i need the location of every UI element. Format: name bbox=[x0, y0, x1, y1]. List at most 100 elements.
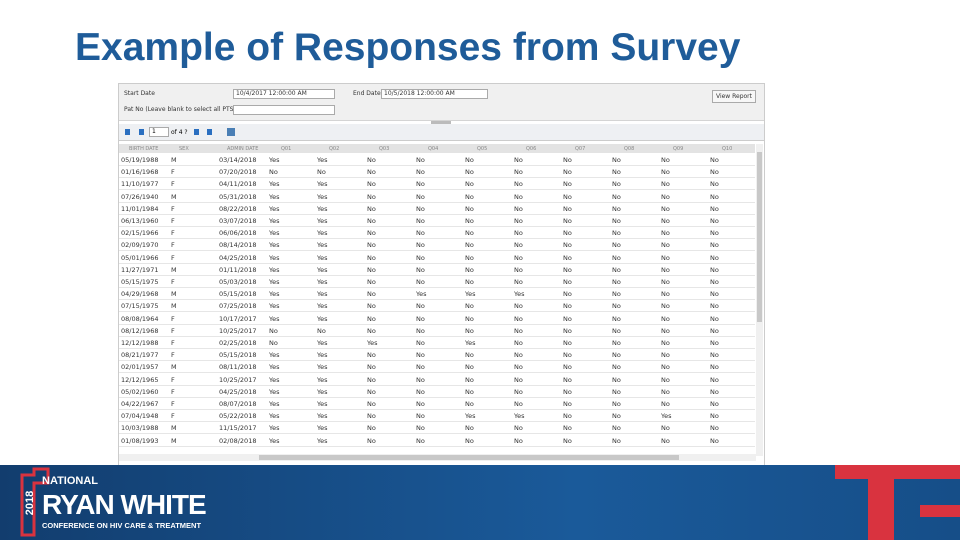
table-cell: No bbox=[661, 241, 670, 250]
row-divider bbox=[119, 299, 755, 301]
next-page-button[interactable] bbox=[194, 129, 199, 135]
table-cell: No bbox=[465, 400, 474, 408]
table-cell: No bbox=[514, 387, 523, 396]
table-cell: No bbox=[612, 424, 621, 433]
table-cell: No bbox=[563, 351, 572, 360]
report-screenshot: Start Date 10/4/2017 12:00:00 AM End Dat… bbox=[118, 83, 765, 473]
table-cell: No bbox=[269, 339, 278, 347]
table-cell: M bbox=[171, 265, 177, 274]
table-cell: Yes bbox=[317, 387, 328, 396]
row-divider bbox=[119, 360, 755, 362]
table-cell: No bbox=[367, 168, 376, 177]
table-cell: No bbox=[416, 229, 425, 238]
table-cell: Yes bbox=[317, 351, 328, 360]
table-cell: No bbox=[514, 436, 523, 445]
table-cell: Yes bbox=[269, 192, 280, 201]
row-divider bbox=[119, 189, 755, 191]
table-cell: Yes bbox=[269, 412, 280, 421]
table-cell: No bbox=[514, 180, 523, 189]
table-cell: No bbox=[563, 204, 572, 213]
table-cell: 10/25/2017 bbox=[219, 326, 257, 335]
table-cell: No bbox=[661, 339, 670, 347]
export-button[interactable] bbox=[227, 128, 235, 136]
table-cell: No bbox=[514, 204, 523, 213]
table-cell: 11/10/1977 bbox=[121, 180, 159, 189]
table-cell: No bbox=[416, 387, 425, 396]
table-cell: No bbox=[367, 265, 376, 274]
table-cell: Yes bbox=[269, 156, 280, 164]
pat-no-input[interactable] bbox=[233, 105, 335, 115]
table-cell: No bbox=[710, 156, 719, 164]
row-divider bbox=[119, 433, 755, 435]
table-cell: No bbox=[416, 326, 425, 335]
table-cell: No bbox=[416, 241, 425, 250]
table-cell: No bbox=[514, 351, 523, 360]
table-cell: No bbox=[465, 375, 474, 384]
table-cell: No bbox=[612, 156, 621, 164]
row-divider bbox=[119, 372, 755, 374]
table-cell: No bbox=[710, 168, 719, 177]
end-date-input[interactable]: 10/5/2018 12:00:00 AM bbox=[381, 89, 488, 99]
row-divider bbox=[119, 396, 755, 398]
first-page-button[interactable] bbox=[125, 129, 130, 135]
row-divider bbox=[119, 250, 755, 252]
view-report-button[interactable]: View Report bbox=[712, 90, 756, 103]
table-cell: No bbox=[661, 204, 670, 213]
table-cell: 12/12/1988 bbox=[121, 339, 159, 347]
vertical-scrollbar[interactable] bbox=[756, 144, 763, 456]
prev-page-button[interactable] bbox=[139, 129, 144, 135]
page-input[interactable]: 1 bbox=[149, 127, 169, 137]
splitter[interactable] bbox=[431, 121, 451, 124]
table-cell: M bbox=[171, 290, 177, 299]
table-cell: No bbox=[367, 351, 376, 360]
table-cell: F bbox=[171, 253, 175, 262]
table-cell: No bbox=[465, 168, 474, 177]
table-cell: 07/26/1940 bbox=[121, 192, 159, 201]
table-cell: Yes bbox=[269, 351, 280, 360]
table-cell: No bbox=[612, 253, 621, 262]
table-cell: 04/22/1967 bbox=[121, 400, 159, 408]
table-cell: 02/15/1966 bbox=[121, 229, 159, 238]
table-cell: Yes bbox=[269, 302, 280, 311]
start-date-input[interactable]: 10/4/2017 12:00:00 AM bbox=[233, 89, 335, 99]
table-cell: 04/11/2018 bbox=[219, 180, 257, 189]
table-cell: No bbox=[317, 168, 326, 177]
table-cell: No bbox=[661, 265, 670, 274]
table-cell: 11/27/1971 bbox=[121, 265, 159, 274]
table-cell: No bbox=[563, 192, 572, 201]
table-cell: 05/15/2018 bbox=[219, 351, 257, 360]
table-cell: No bbox=[563, 168, 572, 177]
table-cell: Yes bbox=[317, 278, 328, 286]
table-cell: No bbox=[465, 204, 474, 213]
table-cell: Yes bbox=[317, 302, 328, 311]
table-cell: Yes bbox=[317, 253, 328, 262]
table-cell: Yes bbox=[317, 180, 328, 189]
table-cell: No bbox=[465, 424, 474, 433]
table-cell: No bbox=[367, 412, 376, 421]
table-cell: F bbox=[171, 314, 175, 323]
table-cell: No bbox=[465, 192, 474, 201]
table-cell: No bbox=[514, 400, 523, 408]
table-cell: Yes bbox=[269, 290, 280, 299]
column-header: Q03 bbox=[379, 146, 390, 152]
table-cell: Yes bbox=[269, 229, 280, 238]
table-cell: Yes bbox=[269, 253, 280, 262]
table-cell: No bbox=[710, 180, 719, 189]
table-cell: No bbox=[563, 278, 572, 286]
table-cell: 11/15/2017 bbox=[219, 424, 257, 433]
table-cell: No bbox=[563, 180, 572, 189]
table-cell: 04/29/1968 bbox=[121, 290, 159, 299]
table-cell: 07/25/2018 bbox=[219, 302, 257, 311]
last-page-button[interactable] bbox=[207, 129, 212, 135]
table-cell: Yes bbox=[317, 339, 328, 347]
horizontal-scrollbar[interactable] bbox=[119, 454, 756, 461]
table-cell: Yes bbox=[269, 436, 280, 445]
table-cell: No bbox=[367, 241, 376, 250]
table-cell: No bbox=[661, 424, 670, 433]
table-cell: Yes bbox=[465, 339, 476, 347]
table-cell: 02/25/2018 bbox=[219, 339, 257, 347]
table-cell: No bbox=[269, 326, 278, 335]
table-cell: 07/04/1948 bbox=[121, 412, 159, 421]
table-cell: 05/22/2018 bbox=[219, 412, 257, 421]
table-cell: No bbox=[661, 180, 670, 189]
